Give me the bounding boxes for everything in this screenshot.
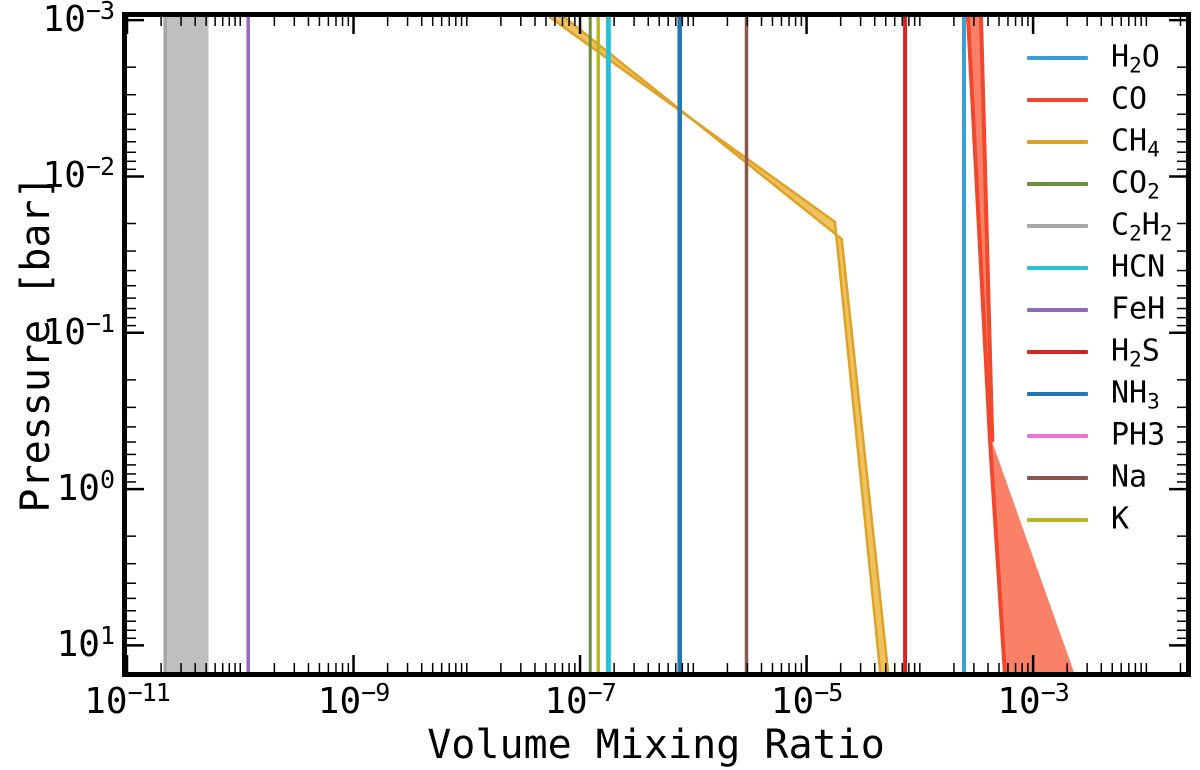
x-tick-label: 10−3	[997, 678, 1069, 722]
legend-label-PH3: PH3	[1111, 417, 1166, 453]
legend-label-HCN: HCN	[1111, 249, 1166, 285]
y-tick-label: 10−2	[42, 152, 115, 197]
legend-swatch-H2O	[1027, 56, 1088, 60]
legend-label-CO2: CO2	[1111, 165, 1160, 204]
x-tick-label: 10−9	[317, 678, 390, 722]
legend-swatch-CO	[1027, 98, 1088, 102]
legend-swatch-K	[1027, 518, 1088, 522]
legend-label-CH4: CH4	[1111, 123, 1160, 162]
series-layer	[163, 17, 1074, 672]
series-CO-line	[966, 17, 1007, 672]
legend-label-K: K	[1111, 501, 1130, 537]
y-tick-label: 10−1	[42, 308, 115, 353]
legend-label-Na: Na	[1111, 459, 1148, 495]
x-tick-label: 10−11	[84, 678, 171, 722]
series-CH4-line-2	[563, 17, 890, 672]
x-tick-label: 10−5	[770, 678, 843, 722]
series-CO-line-2	[979, 17, 995, 443]
x-tick-label: 10−7	[544, 678, 616, 722]
legend-label-H2O: H2O	[1111, 39, 1160, 78]
series-CH4-band	[549, 17, 889, 672]
y-tick-label: 10−3	[42, 0, 115, 41]
legend-swatch-FeH	[1027, 308, 1088, 312]
legend-swatch-Na	[1027, 476, 1088, 480]
legend-swatch-H2S	[1027, 350, 1088, 354]
axis-ticks	[125, 17, 1186, 672]
legend-label-C2H2: C2H2	[1111, 207, 1173, 246]
legend-swatch-HCN	[1027, 266, 1088, 270]
legend-label-NH3: NH3	[1111, 375, 1160, 414]
legend-label-CO: CO	[1111, 81, 1148, 117]
legend-label-H2S: H2S	[1111, 333, 1160, 372]
legend-label-FeH: FeH	[1111, 291, 1166, 327]
legend-swatch-C2H2	[1027, 224, 1088, 228]
y-tick-label: 100	[56, 465, 115, 510]
legend-swatch-PH3	[1027, 434, 1088, 438]
legend-swatch-CO2	[1027, 182, 1088, 186]
x-axis-label: Volume Mixing Ratio	[427, 722, 885, 768]
y-tick-label: 101	[56, 621, 115, 666]
legend-swatch-CH4	[1027, 140, 1088, 144]
series-C2H2-band	[163, 17, 209, 672]
plot-frame	[122, 12, 1191, 677]
legend-swatch-NH3	[1027, 392, 1088, 396]
series-CH4-line	[548, 17, 882, 672]
